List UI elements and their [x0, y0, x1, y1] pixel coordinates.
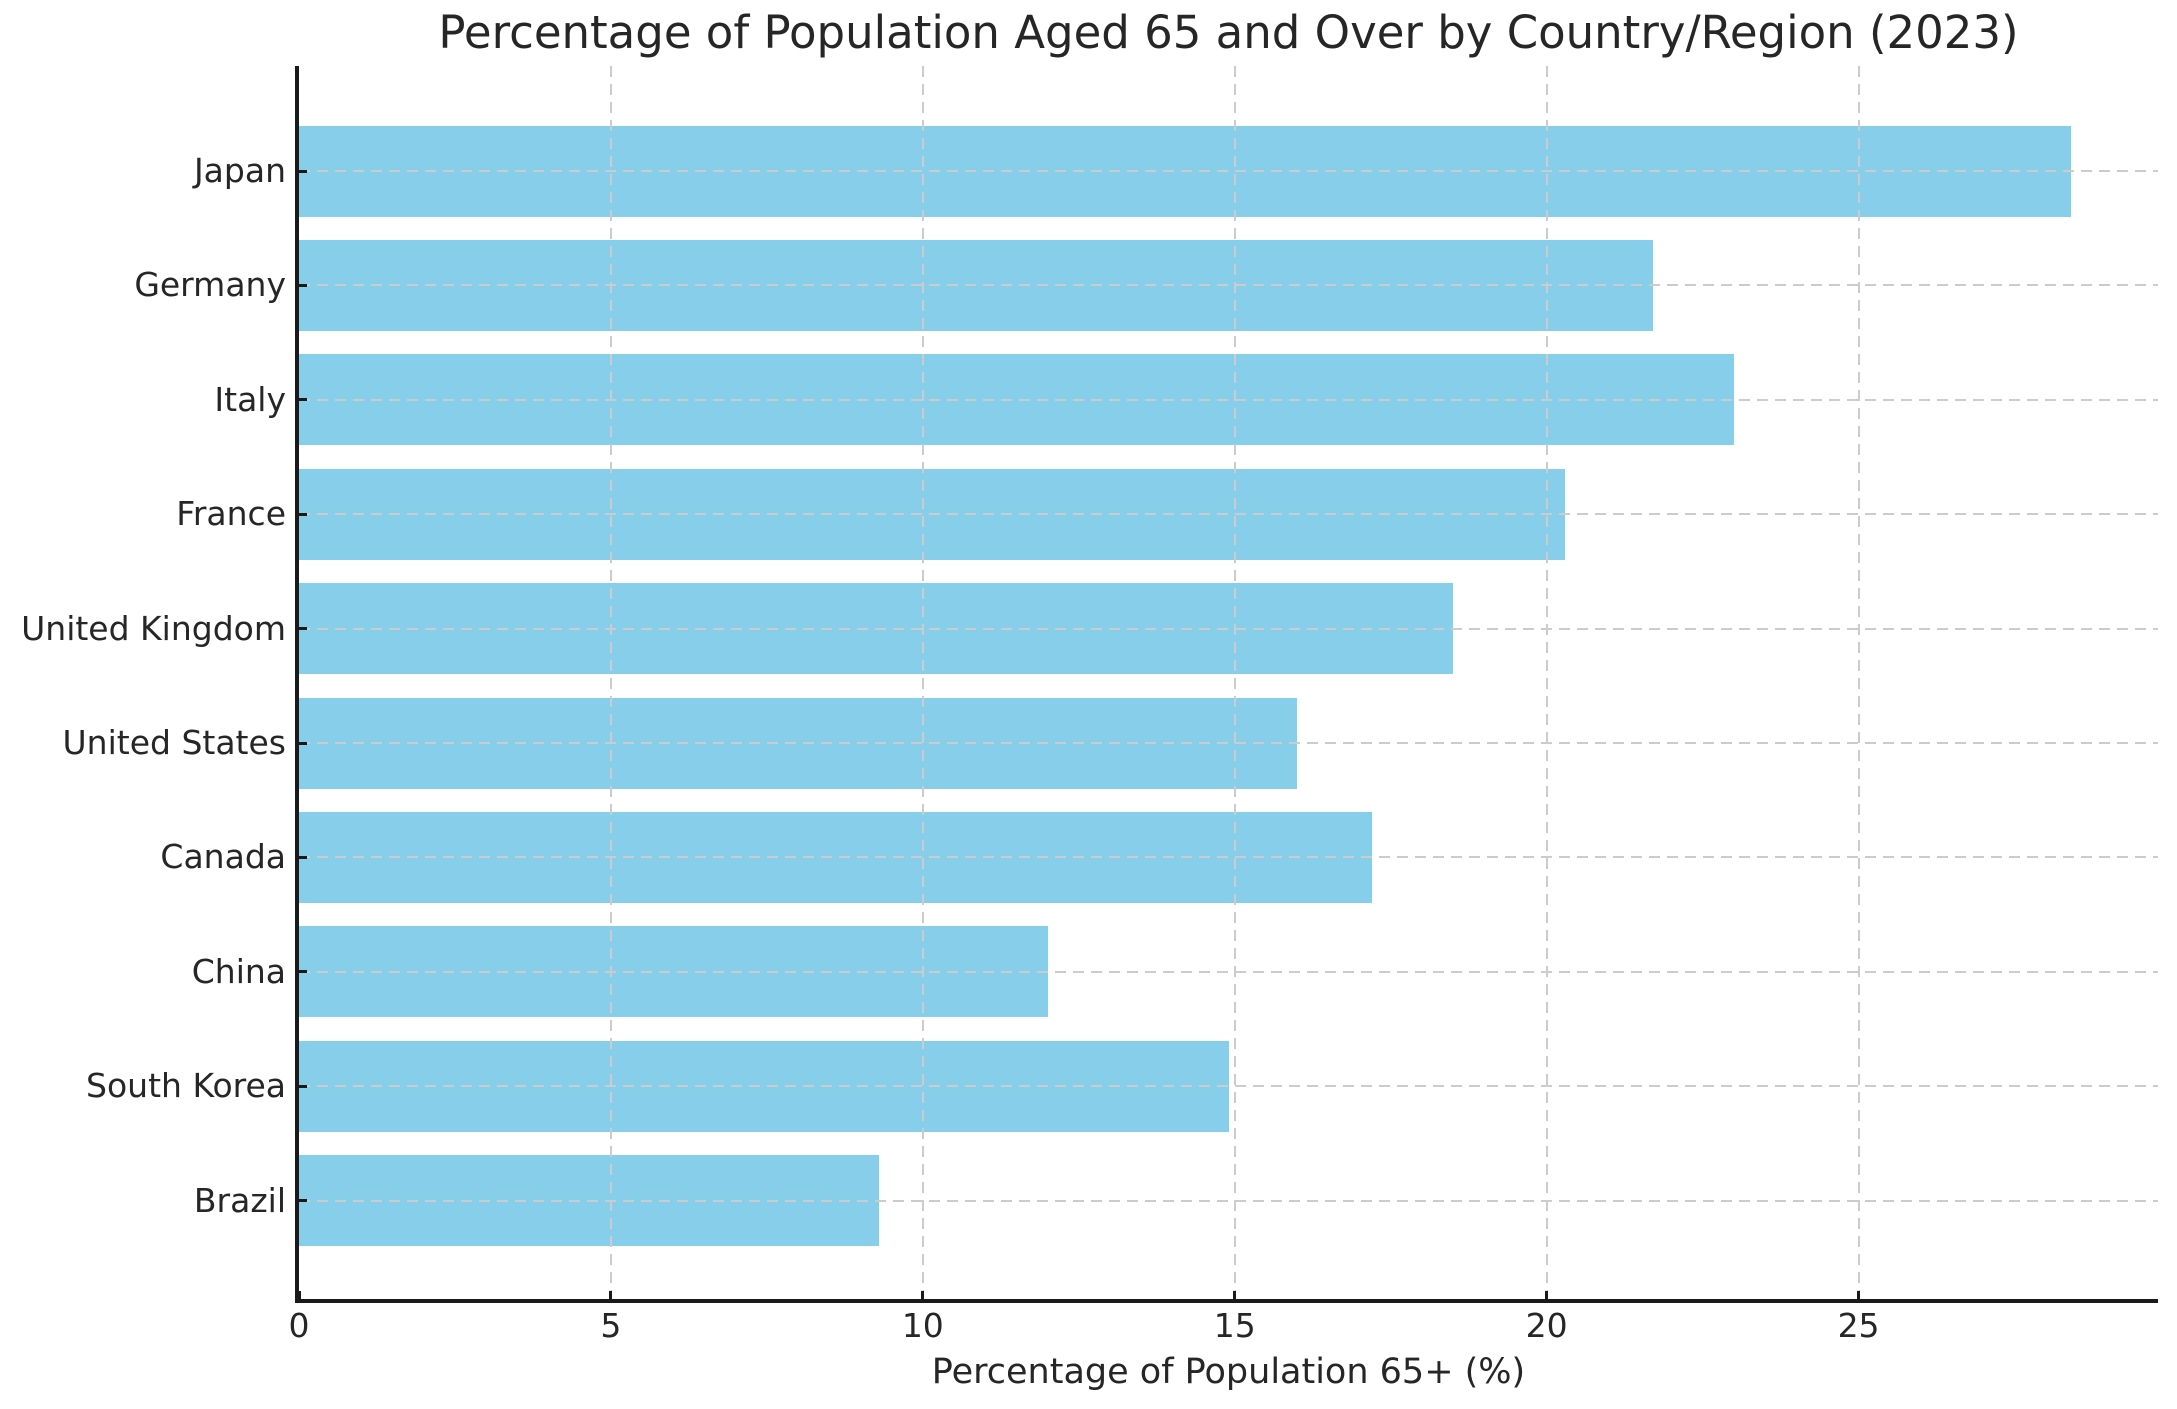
y-tick [299, 512, 307, 516]
y-axis-label-france: France [176, 494, 286, 534]
x-tick-label: 15 [1213, 1306, 1256, 1345]
h-gridline [299, 1085, 2158, 1088]
x-axis-spine [295, 1299, 2158, 1303]
x-tick [297, 1291, 301, 1303]
y-tick [299, 283, 307, 287]
x-tick-label: 10 [901, 1306, 944, 1345]
y-axis-spine [295, 66, 299, 1303]
x-tick [1233, 1291, 1237, 1303]
v-gridline [1233, 66, 1236, 1299]
y-tick [299, 398, 307, 402]
h-gridline [299, 398, 2158, 401]
v-gridline [921, 66, 924, 1299]
y-tick [299, 1199, 307, 1203]
x-tick-label: 25 [1837, 1306, 1880, 1345]
y-axis-label-united-states: United States [62, 723, 286, 762]
v-gridline [609, 66, 612, 1299]
y-axis-label-united-kingdom: United Kingdom [21, 608, 286, 648]
h-gridline [299, 856, 2158, 859]
h-gridline [299, 170, 2158, 172]
y-axis-label-canada: Canada [160, 837, 286, 877]
h-gridline [299, 970, 2158, 973]
y-tick [299, 1084, 307, 1088]
y-tick [299, 169, 307, 173]
x-axis-title: Percentage of Population 65+ (%) [931, 1352, 1526, 1392]
x-tick-label: 20 [1525, 1306, 1568, 1345]
x-tick-label: 5 [600, 1306, 622, 1345]
y-tick [299, 970, 307, 974]
y-tick [299, 741, 307, 745]
y-axis-label-china: China [191, 951, 286, 991]
chart-title: Percentage of Population Aged 65 and Ove… [438, 6, 2019, 59]
h-gridline [299, 627, 2158, 630]
y-axis-label-south-korea: South Korea [86, 1066, 286, 1106]
y-tick [299, 627, 307, 631]
x-tick [1545, 1291, 1549, 1303]
h-gridline [299, 1199, 2158, 1202]
y-axis-label-japan: Japan [193, 151, 286, 190]
plot-area [299, 66, 2158, 1299]
h-gridline [299, 513, 2158, 516]
x-tick [609, 1291, 613, 1303]
v-gridline [1857, 66, 1860, 1299]
x-tick-label: 0 [288, 1306, 310, 1345]
y-axis-label-brazil: Brazil [193, 1180, 286, 1220]
x-tick [1857, 1291, 1861, 1303]
y-tick [299, 855, 307, 859]
y-axis-label-italy: Italy [214, 379, 286, 419]
h-gridline [299, 284, 2158, 287]
h-gridline [299, 742, 2158, 744]
x-tick [921, 1291, 925, 1303]
v-gridline [1545, 66, 1548, 1299]
y-axis-label-germany: Germany [134, 265, 286, 305]
